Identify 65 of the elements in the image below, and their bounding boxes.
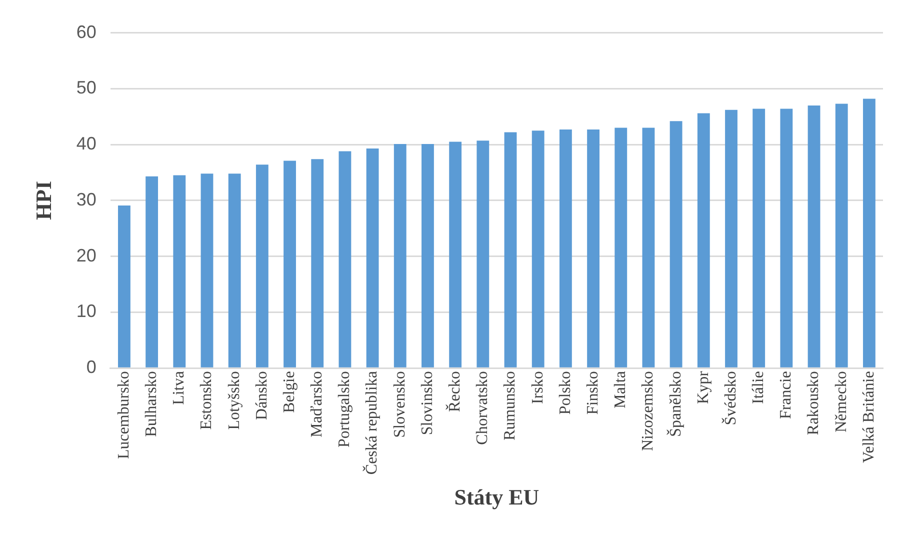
bar <box>587 129 600 368</box>
bar <box>228 174 241 368</box>
x-tick-label: Bulharsko <box>143 371 160 437</box>
x-tick-label: Velká Británie <box>860 371 878 464</box>
bar <box>394 144 406 368</box>
x-tick-label: Rakousko <box>805 371 822 436</box>
x-tick-label: Švédsko <box>721 371 740 426</box>
y-tick-label: 30 <box>76 189 96 210</box>
bar <box>118 205 130 368</box>
x-tick-label: Itálie <box>750 371 768 404</box>
y-axis-title: HPI <box>30 180 56 220</box>
x-tick-label: Malta <box>612 371 630 408</box>
y-tick-label: 20 <box>76 245 96 266</box>
x-tick-label: Kypr <box>694 370 712 404</box>
bar <box>752 108 766 368</box>
bar <box>173 175 186 368</box>
bar <box>366 148 379 368</box>
y-tick-label: 40 <box>76 134 96 154</box>
x-tick-label: Slovensko <box>391 371 408 438</box>
x-tick-label: Česká republika <box>362 371 381 475</box>
x-tick-label: Rumunsko <box>502 371 519 440</box>
x-tick-label: Nizozemsko <box>640 371 657 452</box>
bar <box>449 142 462 368</box>
y-tick-label: 60 <box>76 22 96 42</box>
bar <box>146 176 158 368</box>
x-tick-label: Řecko <box>446 371 464 412</box>
x-tick-label: Lucembursko <box>115 371 132 460</box>
bar <box>476 140 490 368</box>
y-tick-label: 50 <box>76 78 96 98</box>
x-tick-label: Litva <box>170 371 188 405</box>
bar <box>725 110 738 368</box>
bar <box>504 132 517 368</box>
x-tick-label: Německo <box>832 371 850 432</box>
bar <box>614 128 628 368</box>
x-tick-label: Estonsko <box>198 371 216 430</box>
bar <box>422 144 434 368</box>
bar <box>835 104 848 368</box>
bar <box>670 121 682 368</box>
x-tick-label: Polsko <box>556 371 574 415</box>
x-axis-title: Státy EU <box>454 484 540 510</box>
bar <box>862 98 876 368</box>
x-tick-label: Slovinsko <box>418 371 436 436</box>
bar <box>559 129 572 368</box>
x-tick-label: Irsko <box>529 371 546 404</box>
x-tick-label: Dánsko <box>253 371 270 420</box>
bar <box>642 128 655 368</box>
y-tick-label: 0 <box>86 357 96 378</box>
bar <box>311 159 324 368</box>
bar <box>697 113 710 368</box>
x-tick-label: Portugalsko <box>336 371 354 448</box>
bar <box>200 174 214 368</box>
bar <box>284 160 296 368</box>
bar <box>338 151 352 368</box>
bar <box>780 108 793 368</box>
x-tick-label: Finsko <box>584 371 602 415</box>
x-tick-label: Lotyšsko <box>226 371 243 430</box>
x-tick-label: Španělsko <box>666 371 684 437</box>
x-tick-label: Maďarsko <box>308 371 326 438</box>
bar <box>256 164 268 368</box>
x-tick-label: Francie <box>778 371 795 420</box>
x-tick-label: Belgie <box>280 371 298 413</box>
bar <box>808 105 820 368</box>
x-tick-label: Chorvatsko <box>474 371 492 445</box>
bar <box>532 130 544 368</box>
y-tick-label: 10 <box>76 301 96 322</box>
